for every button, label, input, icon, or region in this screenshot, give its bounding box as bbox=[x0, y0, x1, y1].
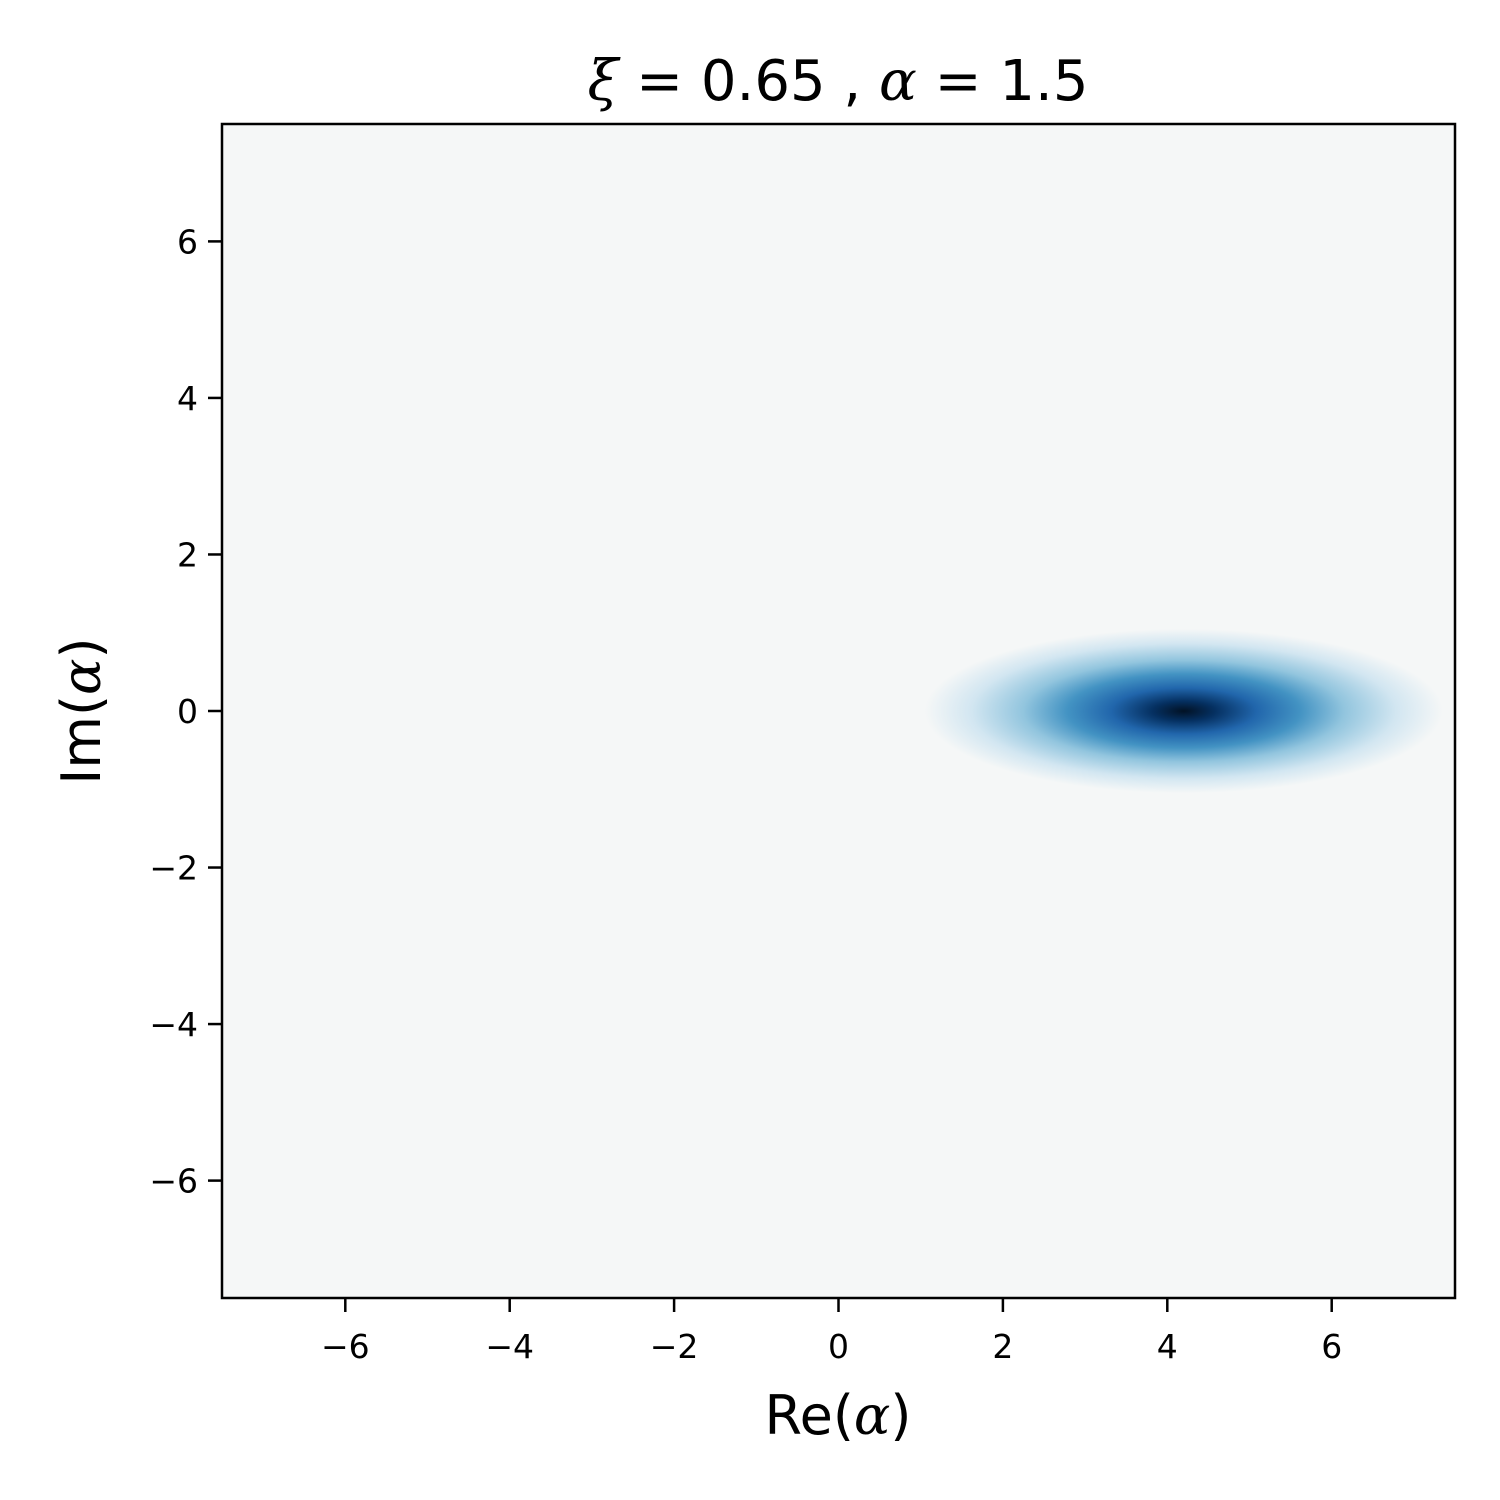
title-alpha-symbol: α bbox=[879, 49, 917, 114]
y-axis-label-prefix: Im( bbox=[50, 695, 113, 785]
x-tick-label: 2 bbox=[992, 1327, 1013, 1366]
x-tick-label: 6 bbox=[1321, 1327, 1342, 1366]
title-xi-symbol: ξ bbox=[588, 49, 622, 114]
title-separator: , bbox=[843, 49, 861, 114]
x-tick-label: 4 bbox=[1157, 1327, 1178, 1366]
x-axis-label-suffix: ) bbox=[890, 1384, 911, 1447]
x-axis-label-prefix: Re( bbox=[765, 1384, 854, 1447]
y-tick-label: 2 bbox=[177, 535, 198, 574]
x-tick-label: 0 bbox=[828, 1327, 849, 1366]
chart-title: ξ = 0.65 , α = 1.5 bbox=[588, 49, 1089, 114]
y-tick-label: −6 bbox=[149, 1162, 198, 1201]
density-peak bbox=[924, 628, 1443, 794]
title-alpha-value: 1.5 bbox=[999, 49, 1088, 114]
title-equals-2: = bbox=[935, 49, 982, 114]
y-tick-label: 0 bbox=[177, 692, 198, 731]
y-axis-ticks: −6 −4 −2 0 2 4 6 bbox=[149, 222, 222, 1201]
x-tick-label: −4 bbox=[485, 1327, 534, 1366]
title-xi-value: 0.65 bbox=[701, 49, 826, 114]
y-tick-label: −2 bbox=[149, 849, 198, 888]
y-axis-label-suffix: ) bbox=[50, 637, 113, 658]
y-axis-label-symbol: α bbox=[50, 659, 113, 695]
x-axis-label-symbol: α bbox=[854, 1384, 890, 1447]
x-axis-ticks: −6 −4 −2 0 2 4 6 bbox=[321, 1298, 1342, 1366]
x-tick-label: −6 bbox=[321, 1327, 370, 1366]
x-tick-label: −2 bbox=[650, 1327, 699, 1366]
y-tick-label: −4 bbox=[149, 1005, 198, 1044]
density-layer bbox=[924, 628, 1443, 794]
y-tick-label: 6 bbox=[177, 222, 198, 261]
title-equals-1: = bbox=[636, 49, 683, 114]
x-axis-label: Re(α) bbox=[765, 1384, 912, 1447]
y-axis-label: Im(α) bbox=[50, 637, 113, 784]
y-tick-label: 4 bbox=[177, 379, 198, 418]
